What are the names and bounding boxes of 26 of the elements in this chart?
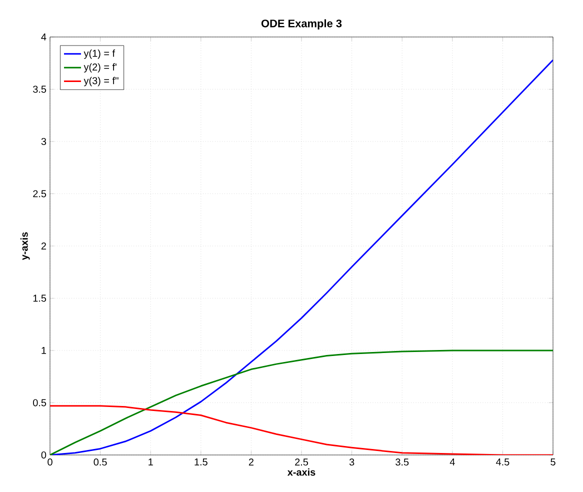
x-tick-label: 2 xyxy=(248,458,254,466)
x-tick-label: 0 xyxy=(48,458,52,466)
x-tick-label: 5 xyxy=(550,458,556,466)
y-tick-label: 1 xyxy=(42,347,46,354)
x-tick-label: 1 xyxy=(148,458,153,466)
y-axis-title: y-axis xyxy=(20,232,30,260)
legend-label: y(1) = f xyxy=(84,50,116,59)
x-axis-title: x-axis xyxy=(287,468,316,476)
chart-title: ODE Example 3 xyxy=(261,19,342,30)
x-tick-label: 3.5 xyxy=(396,458,409,466)
y-tick-label: 1.5 xyxy=(33,294,46,302)
y-tick-label: 0.5 xyxy=(33,399,46,406)
x-tick-label: 0.5 xyxy=(94,458,107,466)
x-tick-label: 4 xyxy=(450,458,455,466)
y-tick-label: 3 xyxy=(41,138,46,146)
y-tick-label: 2 xyxy=(41,242,46,250)
legend-label: y(3) = f'' xyxy=(84,76,118,86)
legend-label: y(2) = f' xyxy=(84,63,116,73)
x-tick-label: 4.5 xyxy=(496,458,510,466)
x-tick-label: 1.5 xyxy=(194,458,208,466)
y-tick-label: 0 xyxy=(41,451,46,459)
x-tick-label: 3 xyxy=(349,458,354,466)
x-tick-label: 2.5 xyxy=(295,458,308,466)
y-tick-label: 4 xyxy=(41,34,46,40)
y-tick-label: 2.5 xyxy=(33,190,46,198)
y-tick-label: 3.5 xyxy=(33,86,46,93)
